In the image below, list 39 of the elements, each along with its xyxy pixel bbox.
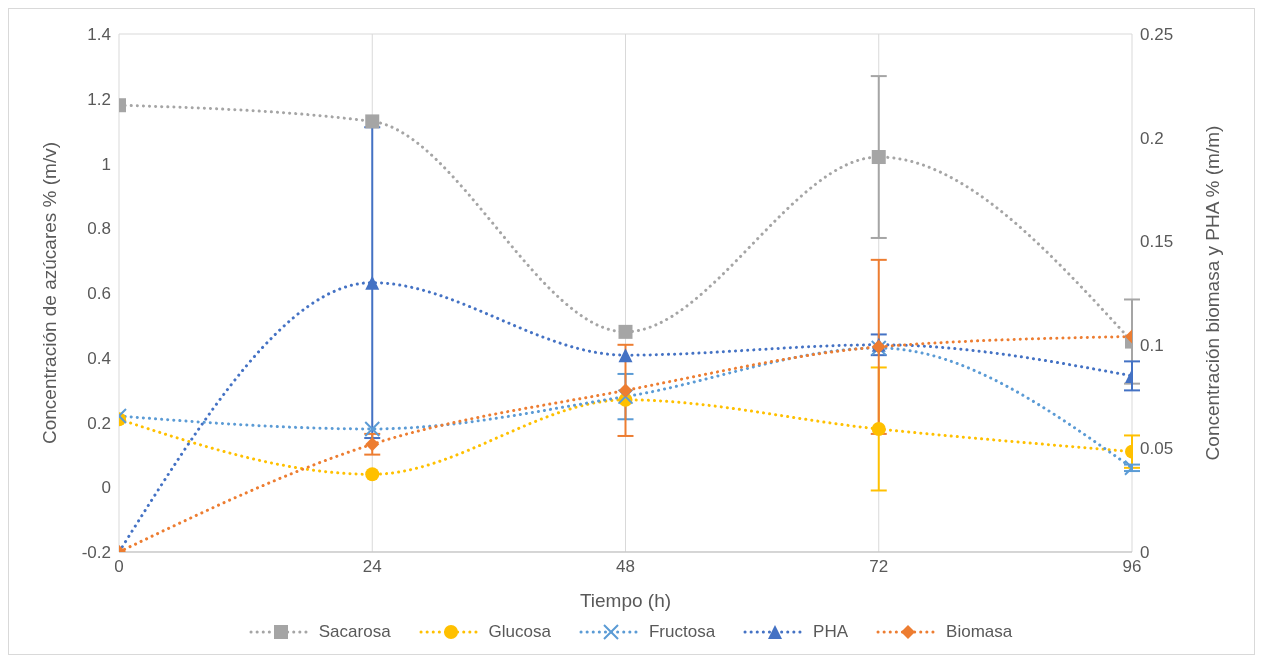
point bbox=[364, 420, 381, 437]
x-tick-label: 96 bbox=[1122, 557, 1142, 577]
y2-tick-label: 0.1 bbox=[1140, 335, 1164, 355]
y-tick-label: 0.8 bbox=[87, 219, 111, 239]
point bbox=[365, 437, 380, 452]
y-tick-label: 1.2 bbox=[87, 89, 111, 109]
legend-label: Sacarosa bbox=[318, 622, 391, 642]
y2-tick-label: 0.25 bbox=[1140, 25, 1174, 45]
y-tick-label: 0 bbox=[101, 478, 111, 498]
point bbox=[618, 348, 633, 363]
y-tick-label: 0.6 bbox=[87, 284, 111, 304]
y-tick-label: 0.2 bbox=[87, 413, 111, 433]
point bbox=[871, 150, 886, 165]
point bbox=[365, 275, 380, 290]
point bbox=[365, 467, 380, 482]
y-tick-label: 1 bbox=[101, 154, 111, 174]
x-tick-label: 0 bbox=[114, 557, 124, 577]
y2-tick-label: 0.05 bbox=[1140, 439, 1174, 459]
y2-tick-label: 0.15 bbox=[1140, 232, 1174, 252]
point bbox=[365, 114, 380, 129]
point bbox=[617, 388, 634, 405]
x-tick-label: 72 bbox=[869, 557, 889, 577]
legend-label: Fructosa bbox=[648, 622, 716, 642]
y-axis-title: Concentración de azúcares % (m/v) bbox=[38, 141, 60, 445]
y-tick-label: 1.4 bbox=[87, 25, 111, 45]
y2-axis-title: Concentración biomasa y PHA % (m/m) bbox=[1201, 125, 1223, 461]
legend-label: Biomasa bbox=[946, 622, 1013, 642]
point bbox=[618, 383, 633, 398]
x-axis-title: Tiempo (h) bbox=[579, 590, 672, 611]
x-tick-label: 48 bbox=[616, 557, 635, 577]
y2-tick-label: 0 bbox=[1140, 543, 1150, 563]
x-tick-label: 24 bbox=[362, 557, 382, 577]
legend-label: Glucosa bbox=[488, 622, 551, 642]
y2-tick-label: 0.2 bbox=[1140, 128, 1164, 148]
y-tick-label: -0.2 bbox=[81, 543, 111, 563]
legend-label: PHA bbox=[813, 622, 849, 642]
point bbox=[871, 421, 886, 436]
y-tick-label: 0.4 bbox=[87, 348, 111, 368]
point bbox=[618, 324, 633, 339]
